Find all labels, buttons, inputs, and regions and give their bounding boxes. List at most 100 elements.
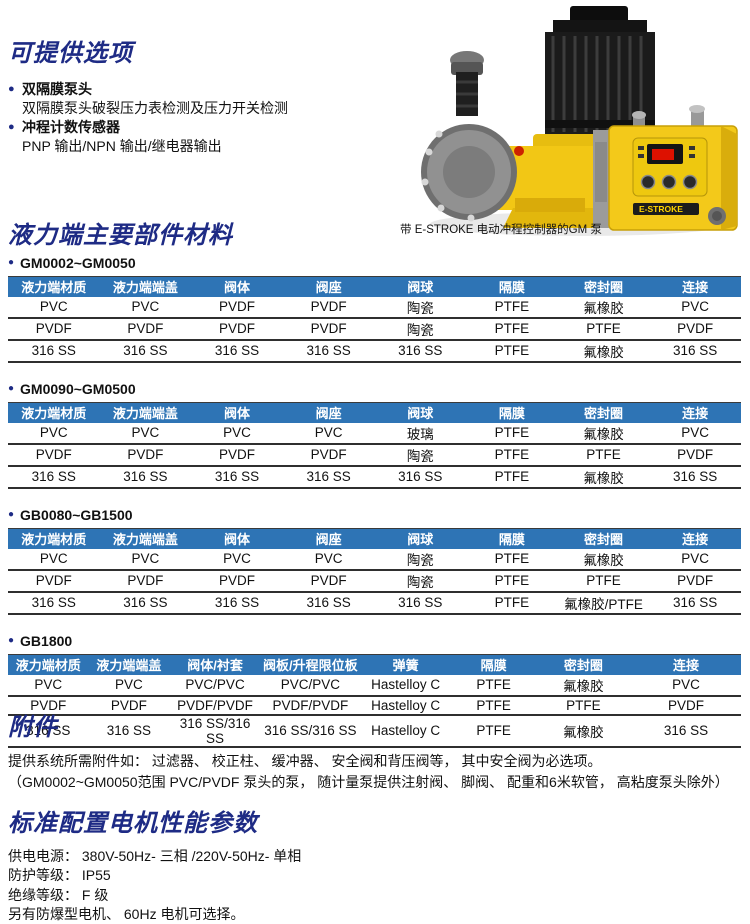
table-cell: 316 SS [374,339,467,363]
table-cell: PTFE [557,317,650,341]
table-cell: PVDF [99,317,192,341]
model-range: GM0002~GM0050 [20,254,136,271]
table-cell: 316 SS [191,591,283,615]
motor-title: 标准配置电机性能参数 [8,810,258,837]
table-row: PVC PVC PVC/PVC PVC/PVC Hastelloy C PTFE 氟橡胶 PV… [8,674,741,697]
option-label: 双隔膜泵头 [22,80,92,97]
bullet-icon: ● [8,508,15,520]
table-cell: 氟橡胶 [535,714,632,748]
motor-line: 另有防爆型电机、 60Hz 电机可选择。 [8,906,245,923]
column-header: 液力端端盖 [99,401,192,423]
table-cell: PTFE [466,296,558,319]
table-cell: 316 SS [374,465,467,489]
table-cell: 陶瓷 [374,443,467,467]
table-label: ● GM0090~GM0500 [8,380,742,398]
column-header: 阀球 [374,527,467,549]
table-cell: PVDF [282,317,375,341]
table-row: PVC PVC PVC PVC 玻璃 PTFE 氟橡胶 PVC [8,422,741,445]
table-cell: PVDF [282,296,375,319]
table-cell: PVDF [99,569,192,593]
table-cell: 陶瓷 [374,296,467,319]
column-header: 液力端端盖 [99,275,192,297]
table-row: 316 SS 316 SS 316 SS 316 SS 316 SS PTFE 氟橡胶 316… [8,339,741,363]
table-cell: PVDF [99,443,192,467]
table-row: PVDF PVDF PVDF PVDF 陶瓷 PTFE PTFE PVDF [8,443,741,467]
options-title: 可提供选项 [8,40,133,67]
column-header: 隔膜 [466,527,558,549]
table-cell: PVDF [649,569,741,593]
table-row: 316 SS 316 SS 316 SS/316 SS 316 SS/316 SS Ha… [8,714,741,748]
table-cell: 氟橡胶 [557,465,650,489]
table-cell: Hastelloy C [359,714,452,748]
table-cell: PVC [191,548,283,571]
vent-knob [514,146,524,156]
column-header: 密封圈 [557,275,650,297]
table-cell: 316 SS [631,714,741,748]
table-cell: 316 SS [282,591,375,615]
table-cell: PTFE [557,569,650,593]
accessories-line: （GM0002~GM0050范围 PVC/PVDF 泵头的泵， 随计量泵提供注射… [8,773,729,790]
panel-buttons [640,174,698,190]
column-header: 阀座 [282,401,375,423]
table-cell: PVDF/PVDF [169,695,261,716]
header-row: 液力端材质 液力端端盖 阀体 阀座 阀球 隔膜 密封圈 连接 [8,275,741,297]
column-header: 阀球 [374,275,467,297]
column-header: 隔膜 [466,401,558,423]
table-cell: 陶瓷 [374,569,467,593]
table-cell: 玻璃 [374,422,467,445]
table-cell: PVC [191,422,283,445]
table-cell: 氟橡胶 [535,674,632,697]
table-cell: 316 SS [374,591,467,615]
column-header: 液力端材质 [8,275,100,297]
bullet-icon: ● [8,82,15,95]
column-header: 弹簧 [359,653,452,675]
table-cell: 316 SS [282,339,375,363]
table-cell: PVDF [191,443,283,467]
table-cell: PVDF [88,695,170,716]
table-label: ● GB0080~GB1500 [8,506,742,524]
column-header: 密封圈 [557,401,650,423]
model-range: GB1800 [20,632,73,649]
pump-caption: 带 E-STROKE 电动冲程控制器的GM 泵 [400,224,602,236]
materials-table: 液力端材质 液力端端盖 阀体 阀座 阀球 隔膜 密封圈 连接 PVC PVC PVC PVC 玻璃 PTF… [8,401,741,489]
column-header: 阀座 [282,527,375,549]
table-cell: 316 SS [649,465,741,489]
estroke-label: E-STROKE [639,204,683,214]
bullet-icon: ● [8,382,15,394]
table-cell: 氟橡胶 [557,296,650,319]
column-header: 阀体 [191,275,283,297]
table-cell: PVC [8,548,100,571]
table-cell: 316 SS [282,465,375,489]
table-cell: PVDF [649,317,741,341]
table-cell: PVC/PVC [260,674,360,697]
column-header: 阀体 [191,401,283,423]
table-cell: PVC [8,422,100,445]
table-cell: 316 SS [99,339,192,363]
column-header: 阀座 [282,275,375,297]
table-cell: PVC [649,548,741,571]
table-cell: 316 SS [8,714,89,748]
table-group-gm0002: ● GM0002~GM0050 液力端材质 液力端端盖 阀体 阀座 阀球 隔膜 密封圈 连接 P… [8,254,742,363]
materials-table: 液力端材质 液力端端盖 阀体 阀座 阀球 隔膜 密封圈 连接 PVC PVC PVDF PVDF 陶瓷 P… [8,275,741,363]
table-cell: PVC [282,422,375,445]
table-cell: PVDF/PVDF [260,695,360,716]
header-row: 液力端材质 液力端端盖 阀体/衬套 阀板/升程限位板 弹簧 隔膜 密封圈 连接 [8,653,741,675]
table-cell: PTFE [466,591,558,615]
table-cell: PVC [8,296,100,319]
motor-line: 防护等级： IP55 [8,867,111,884]
table-row: 316 SS 316 SS 316 SS 316 SS 316 SS PTFE 氟橡胶/PT… [8,591,741,615]
table-row: PVDF PVDF PVDF PVDF 陶瓷 PTFE PTFE PVDF [8,569,741,593]
table-cell: 陶瓷 [374,317,467,341]
table-cell: PVDF [191,569,283,593]
materials-table: 液力端材质 液力端端盖 阀体/衬套 阀板/升程限位板 弹簧 隔膜 密封圈 连接 PVC PVC PV… [8,653,741,748]
table-cell: PTFE [466,569,558,593]
table-cell: PTFE [466,548,558,571]
column-header: 隔膜 [451,653,536,675]
option-desc: 双隔膜泵头破裂压力表检测及压力开关检测 [22,99,288,116]
table-cell: 氟橡胶/PTFE [557,591,650,615]
table-cell: PTFE [451,714,536,748]
table-cell: 316 SS [99,591,192,615]
model-range: GM0090~GM0500 [20,380,136,397]
table-cell: PVC [99,422,192,445]
table-cell: PVDF [8,443,100,467]
